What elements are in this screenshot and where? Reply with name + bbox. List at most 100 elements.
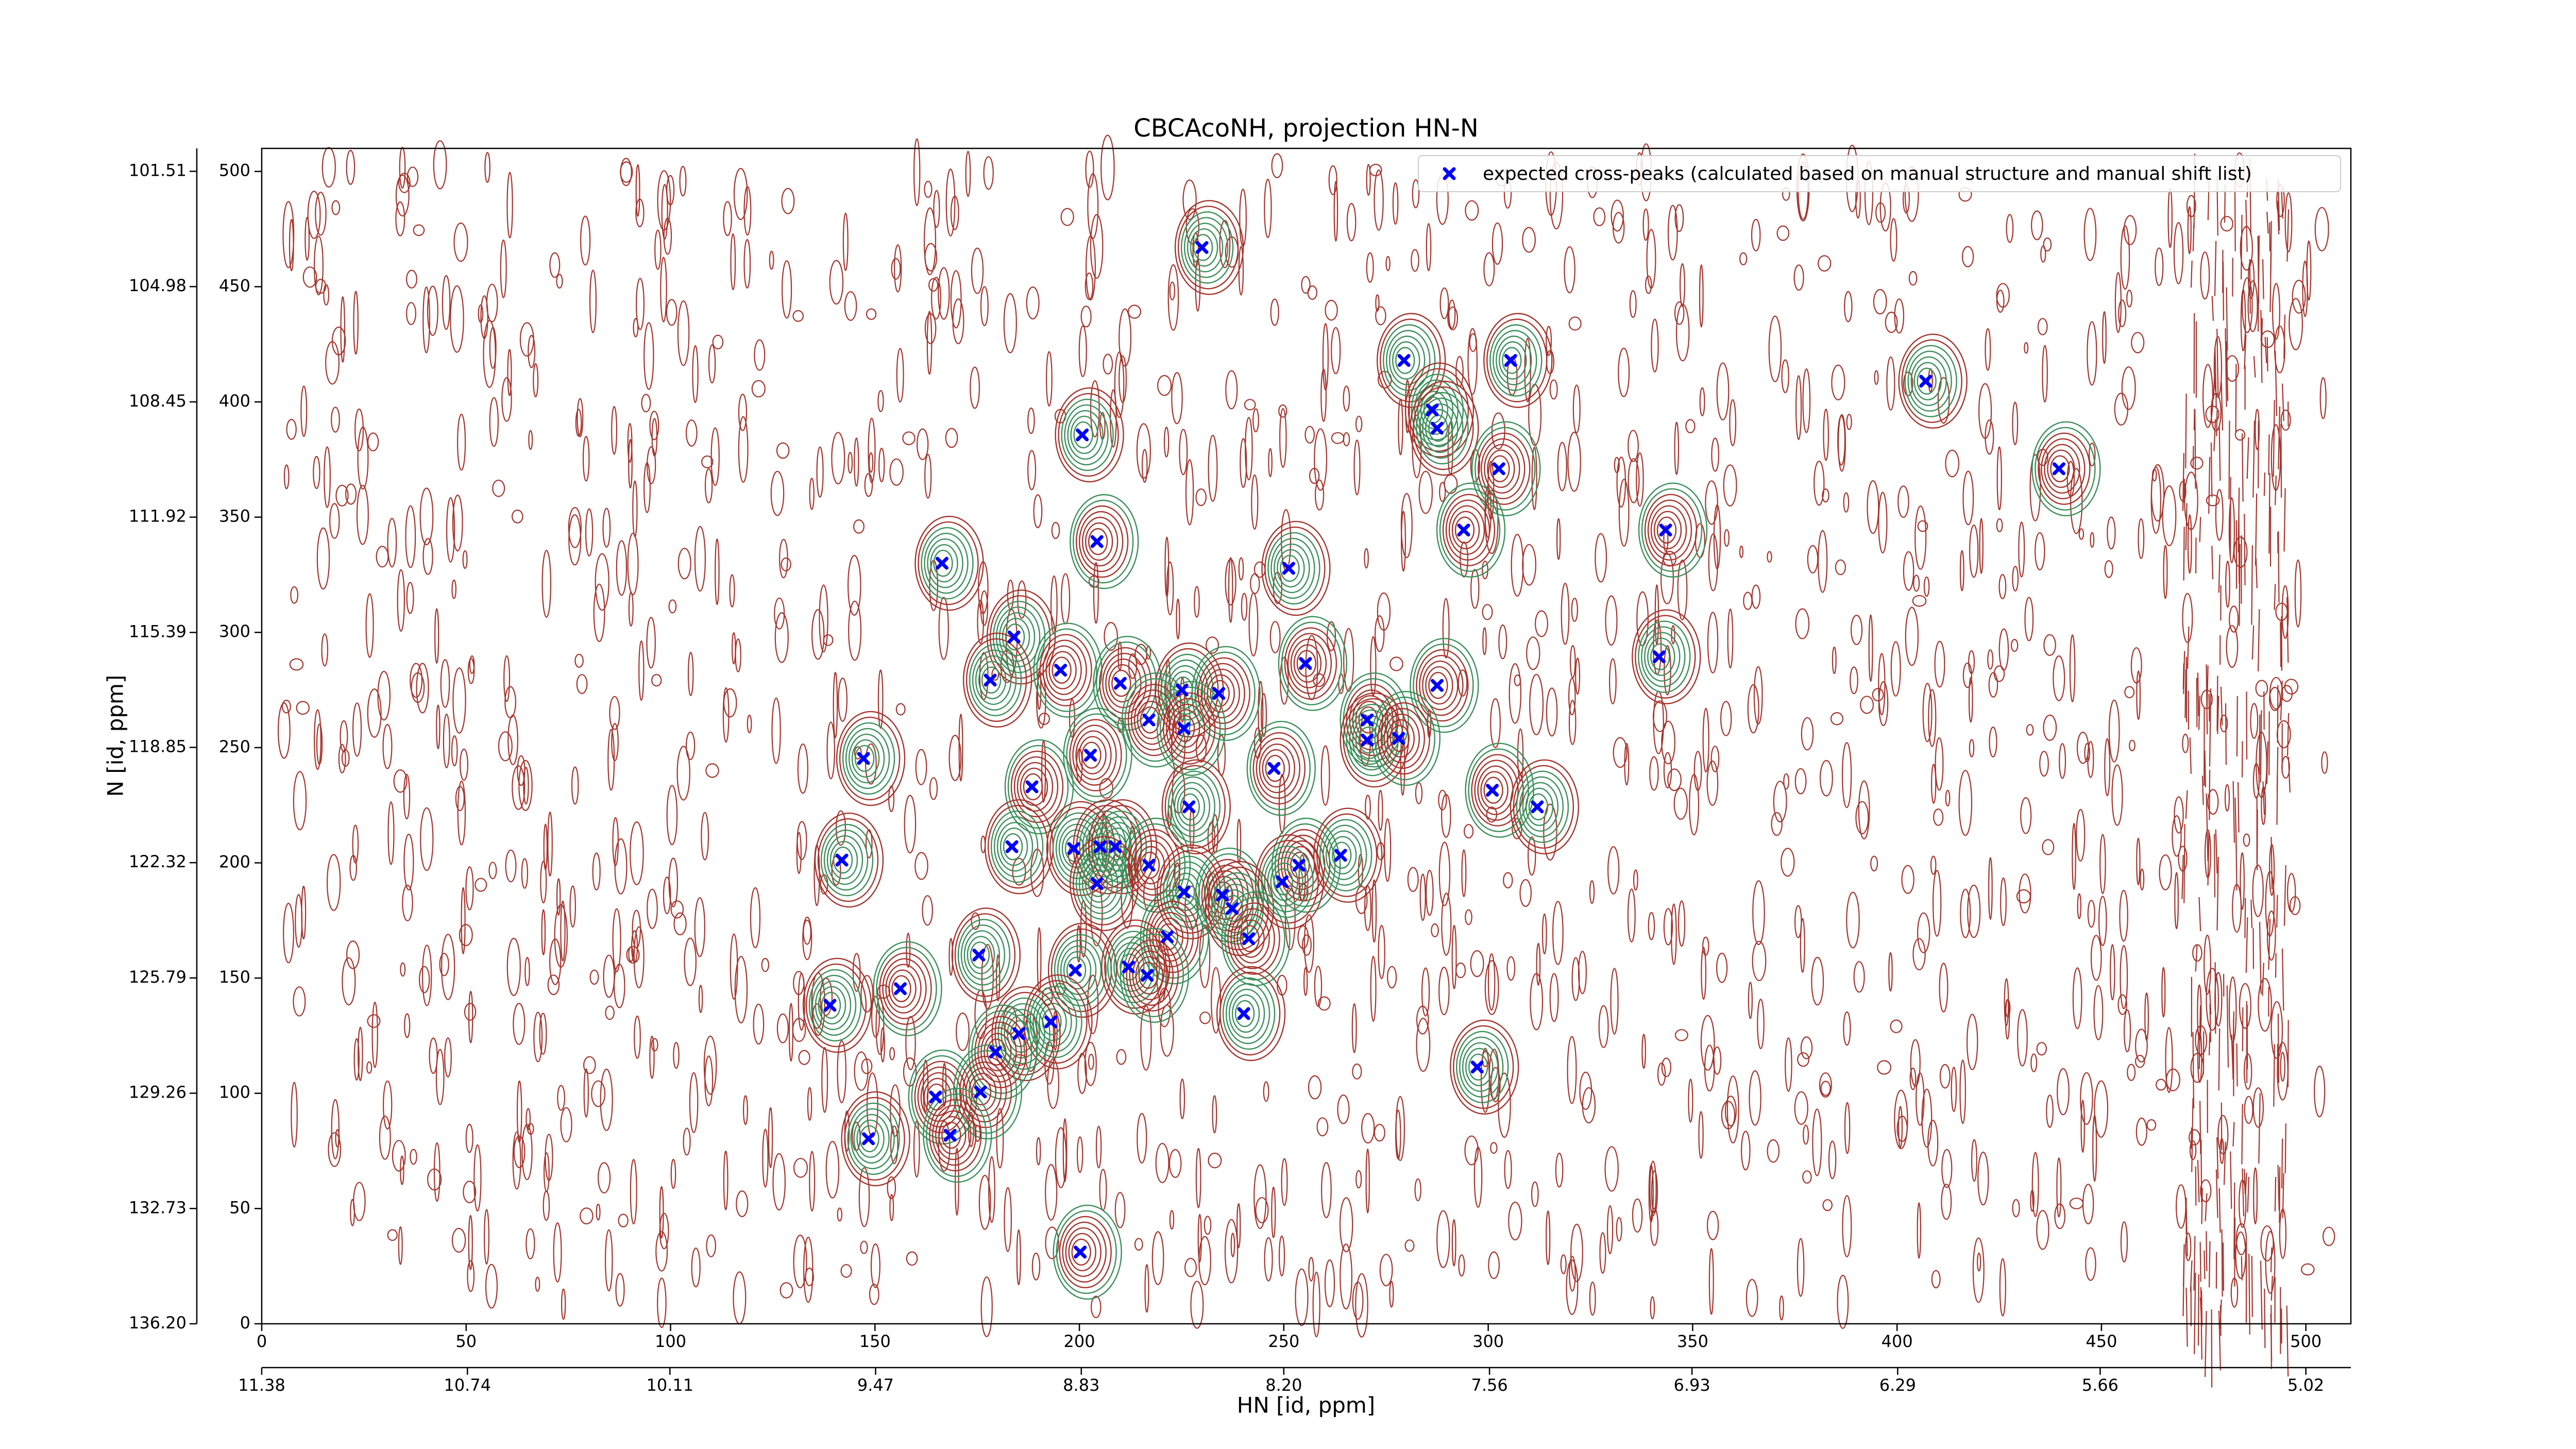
noise-contour [1371,879,1377,943]
noise-contour [1211,967,1222,1034]
noise-contour [2209,688,2212,767]
noise-contour [685,419,698,447]
peak-contour [817,818,879,902]
peak-contour [1068,1233,1096,1272]
noise-contour [1968,677,1973,723]
noise-contour [1086,235,1096,301]
noise-contour [1912,938,1926,971]
noise-contour [2069,634,2076,702]
peak-contour [1465,1048,1494,1087]
peak-contour [1448,505,1485,555]
peak-contour [929,1099,982,1172]
noise-contour [2087,740,2094,778]
noise-contour [2156,1079,2166,1091]
noise-contour [1894,298,1905,334]
noise-contour [1171,372,1183,425]
noise-contour [353,1038,360,1081]
noise-contour [1801,717,1814,751]
noise-contour [335,1129,340,1148]
noise-contour [730,933,738,1000]
noise-contour [341,749,350,767]
noise-contour [2245,1172,2247,1194]
noise-contour [1026,287,1040,319]
noise-contour [2207,832,2210,886]
peak-contour [1057,939,1102,1001]
noise-contour [331,1099,340,1159]
noise-contour [1118,308,1132,367]
noise-contour [1598,1005,1609,1048]
peak-contour [1252,732,1306,805]
noise-contour [1607,846,1620,895]
noise-contour [2269,686,2281,711]
noise-contour [1660,552,1674,604]
peak-contour [1468,1053,1488,1081]
noise-contour [2076,808,2086,862]
noise-contour [1711,437,1720,472]
noise-contour [1700,1015,1715,1071]
noise-contour [1579,1071,1592,1110]
noise-contour [1595,533,1607,583]
noise-contour [353,1182,366,1221]
noise-contour [315,278,327,294]
noise-contour [605,1229,613,1292]
noise-contour [2191,1098,2194,1172]
y-tick-label: 350 [219,507,250,526]
noise-contour [1093,562,1099,624]
noise-contour [1667,205,1678,261]
peak-contour [1161,759,1231,855]
y-tick-label: 300 [219,621,250,641]
noise-contour [346,940,360,969]
noise-contour [1989,726,1997,757]
noise-contour [2220,686,2223,726]
x2-tick-label: 6.93 [1673,1375,1710,1395]
noise-contour [1797,1238,1805,1297]
noise-contour [761,957,770,972]
noise-contour [1870,855,1878,872]
noise-contour [2012,1199,2020,1218]
point [1090,535,1104,548]
noise-contour [1271,153,1283,178]
peak-contour [1130,834,1176,896]
noise-contour [2245,199,2248,252]
noise-contour [706,1234,716,1257]
noise-contour [2247,280,2258,332]
noise-contour [352,824,359,864]
noise-contour [2257,290,2259,332]
noise-contour [1568,699,1577,745]
noise-contour [1837,415,1846,466]
peak-contour [2050,455,2070,482]
noise-contour [1307,285,1317,300]
noise-contour [647,446,656,484]
noise-contour [2223,1242,2224,1291]
noise-contour [1757,999,1765,1050]
noise-contour [2273,400,2275,477]
noise-contour [729,574,735,608]
noise-contour [1747,684,1759,734]
noise-contour [404,1013,411,1038]
peak-contour [1111,669,1131,697]
peak-contour [2038,432,2091,505]
noise-contour [774,597,785,630]
noise-contour [2277,200,2280,234]
peak-contour [1023,773,1043,801]
legend-box [1418,155,2341,192]
noise-contour [1710,746,1720,772]
noise-contour [1128,653,1138,679]
noise-contour [660,257,667,323]
noise-contour [2229,605,2239,633]
noise-contour [1333,180,1338,242]
peak-contour [1133,695,1171,745]
noise-contour [462,550,468,569]
noise-contour [704,468,713,503]
peak-contour [1004,739,1074,835]
noise-contour [486,283,498,323]
noise-contour [1530,973,1544,1031]
peak-contour [992,600,1046,673]
noise-contour [701,455,714,468]
noise-contour [1661,1057,1672,1077]
noise-contour [2146,1119,2157,1131]
noise-contour [331,200,341,215]
noise-contour [397,569,405,632]
peak-contour [823,829,869,891]
noise-contour [971,912,980,930]
